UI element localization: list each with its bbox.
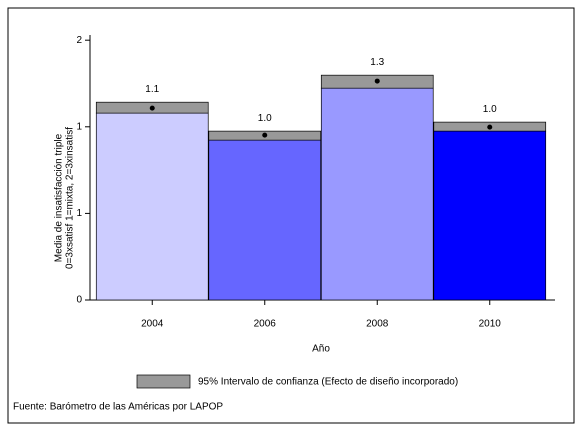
value-label: 1.0	[258, 113, 272, 124]
bar	[320, 87, 434, 301]
bar	[95, 112, 209, 301]
x-tick-label: 2010	[479, 319, 502, 330]
y-axis-label: Media de insatisfacción triple	[54, 133, 65, 262]
x-axis-label: Año	[312, 344, 330, 355]
legend-label: 95% Intervalo de confianza (Efecto de di…	[198, 377, 458, 388]
value-label: 1.0	[483, 104, 497, 115]
y-axis-label: 0=3xsatisf 1=mixta, 2=3xinsatisf	[65, 127, 76, 269]
mean-point	[487, 124, 493, 130]
legend-swatch	[136, 374, 191, 389]
value-label: 1.1	[145, 84, 159, 95]
value-label: 1.3	[370, 57, 384, 68]
bar	[433, 130, 547, 301]
bar	[208, 139, 322, 301]
y-tick-label: 1	[76, 208, 82, 219]
mean-point	[149, 105, 155, 111]
x-tick-label: 2004	[141, 319, 164, 330]
x-tick-label: 2006	[254, 319, 277, 330]
x-tick-label: 2008	[366, 319, 389, 330]
mean-point	[374, 78, 380, 84]
source-note: Fuente: Barómetro de las Américas por LA…	[13, 402, 223, 413]
mean-point	[262, 132, 268, 138]
y-tick-label: 1	[76, 121, 82, 132]
y-tick-label: 0	[76, 295, 82, 306]
y-tick-label: 2	[76, 35, 82, 46]
